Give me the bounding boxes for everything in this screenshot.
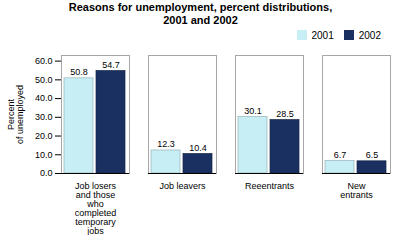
html-text:2001: 2001 bbox=[311, 29, 334, 41]
svg-text:10.0: 10.0 bbox=[35, 150, 53, 160]
svg-text:10.4: 10.4 bbox=[189, 143, 207, 153]
html-text:Reasons for unemployment, perc: Reasons for unemployment, percent distri… bbox=[68, 1, 333, 26]
svg-text:12.3: 12.3 bbox=[157, 139, 175, 149]
svg-text:30.0: 30.0 bbox=[35, 112, 53, 122]
svg-text:50.0: 50.0 bbox=[35, 75, 53, 85]
svg-text:28.5: 28.5 bbox=[276, 109, 294, 119]
svg-text:6.5: 6.5 bbox=[366, 150, 379, 160]
svg-text:54.7: 54.7 bbox=[102, 60, 120, 70]
svg-text:50.8: 50.8 bbox=[70, 67, 88, 77]
svg-text:Reeentrants: Reeentrants bbox=[245, 181, 295, 191]
svg-text:60.0: 60.0 bbox=[35, 56, 53, 66]
svg-text:Job leavers: Job leavers bbox=[159, 181, 206, 191]
html-text:2002: 2002 bbox=[358, 29, 381, 41]
svg-text:6.7: 6.7 bbox=[334, 150, 347, 160]
svg-text:Percentof unemployed: Percentof unemployed bbox=[6, 85, 25, 144]
svg-text:0.0: 0.0 bbox=[40, 168, 53, 178]
svg-text:30.1: 30.1 bbox=[244, 106, 262, 116]
svg-text:Job losersand thosewhocomplete: Job losersand thosewhocompletedtemporary… bbox=[75, 181, 117, 235]
svg-text:Newentrants: Newentrants bbox=[340, 181, 373, 200]
svg-text:20.0: 20.0 bbox=[35, 131, 53, 141]
svg-text:40.0: 40.0 bbox=[35, 93, 53, 103]
